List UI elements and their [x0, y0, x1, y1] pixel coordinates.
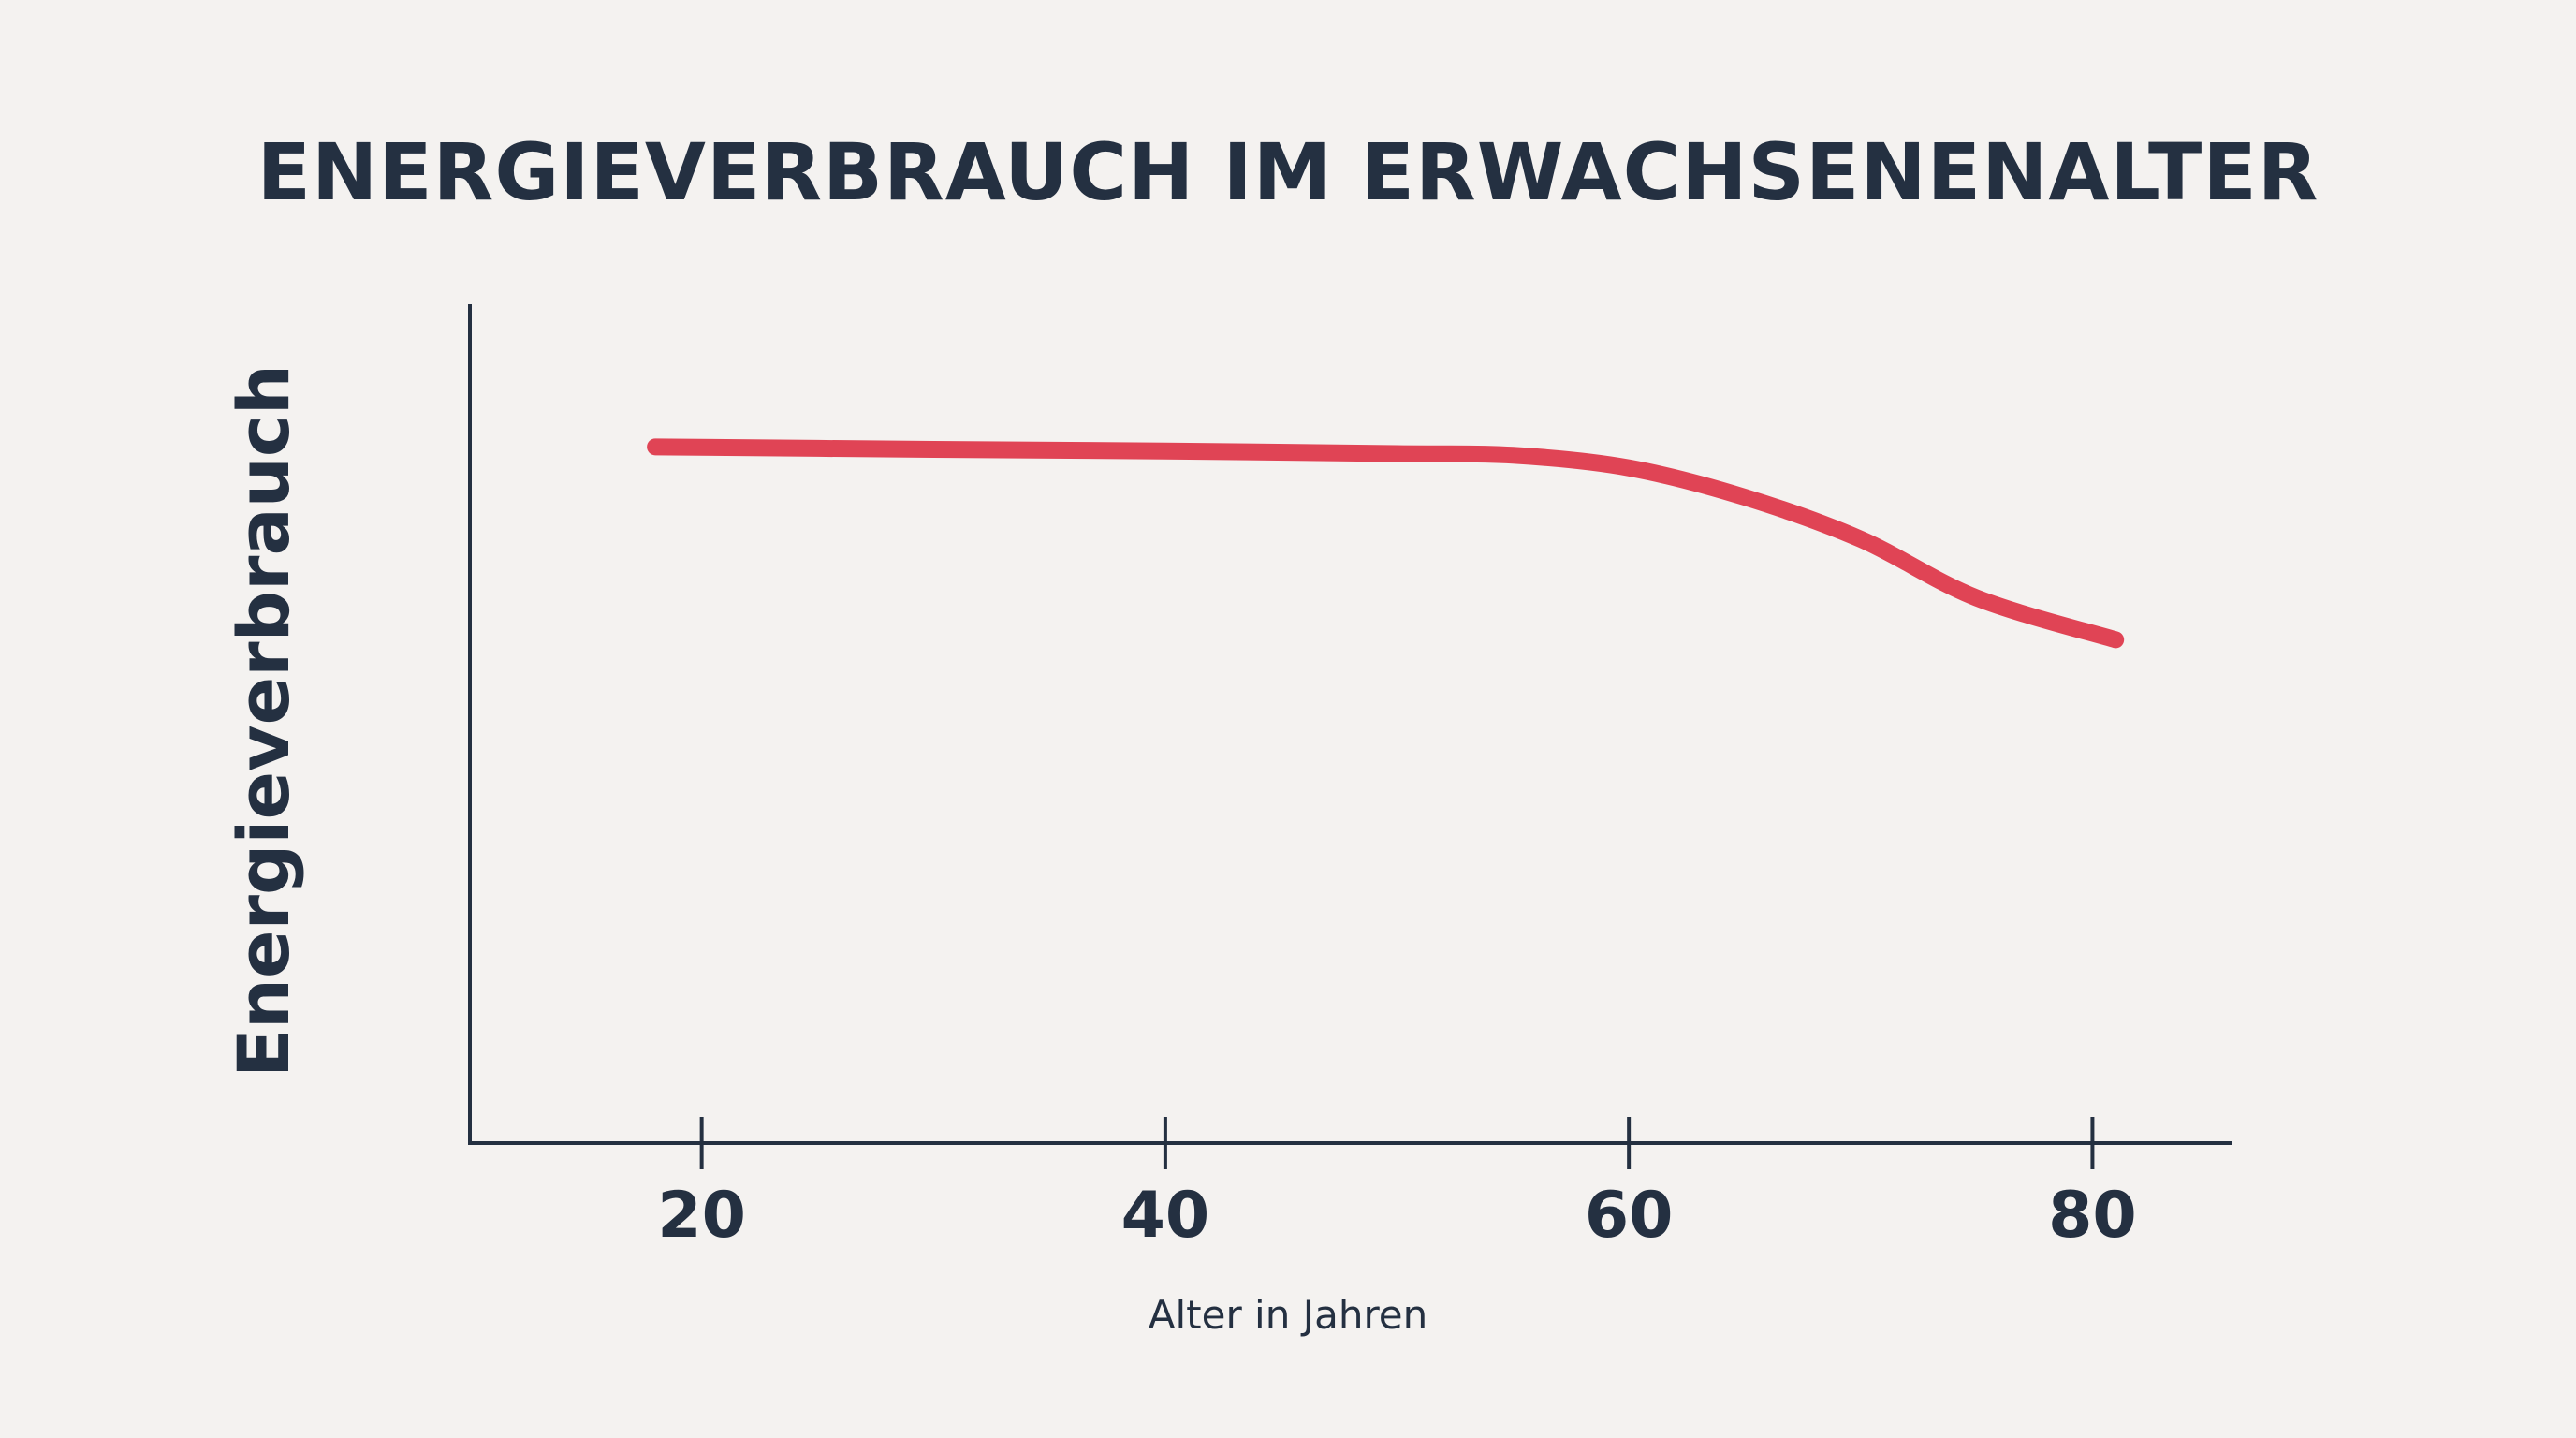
series-line [647, 438, 2125, 649]
x-tick-label: 20 [657, 1179, 746, 1253]
chart-title: ENERGIEVERBRAUCH IM ERWACHSENENALTER [257, 126, 2320, 218]
series-group [647, 438, 2125, 649]
x-tick-label: 40 [1121, 1179, 1210, 1253]
x-axis-ticks: 20 40 60 80 [657, 1117, 2137, 1253]
x-axis-label: Alter in Jahren [1149, 1292, 1428, 1338]
x-tick-label: 60 [1585, 1179, 1674, 1253]
y-axis-label: Energieverbrauch [222, 364, 305, 1078]
x-tick-label: 80 [2048, 1179, 2137, 1253]
